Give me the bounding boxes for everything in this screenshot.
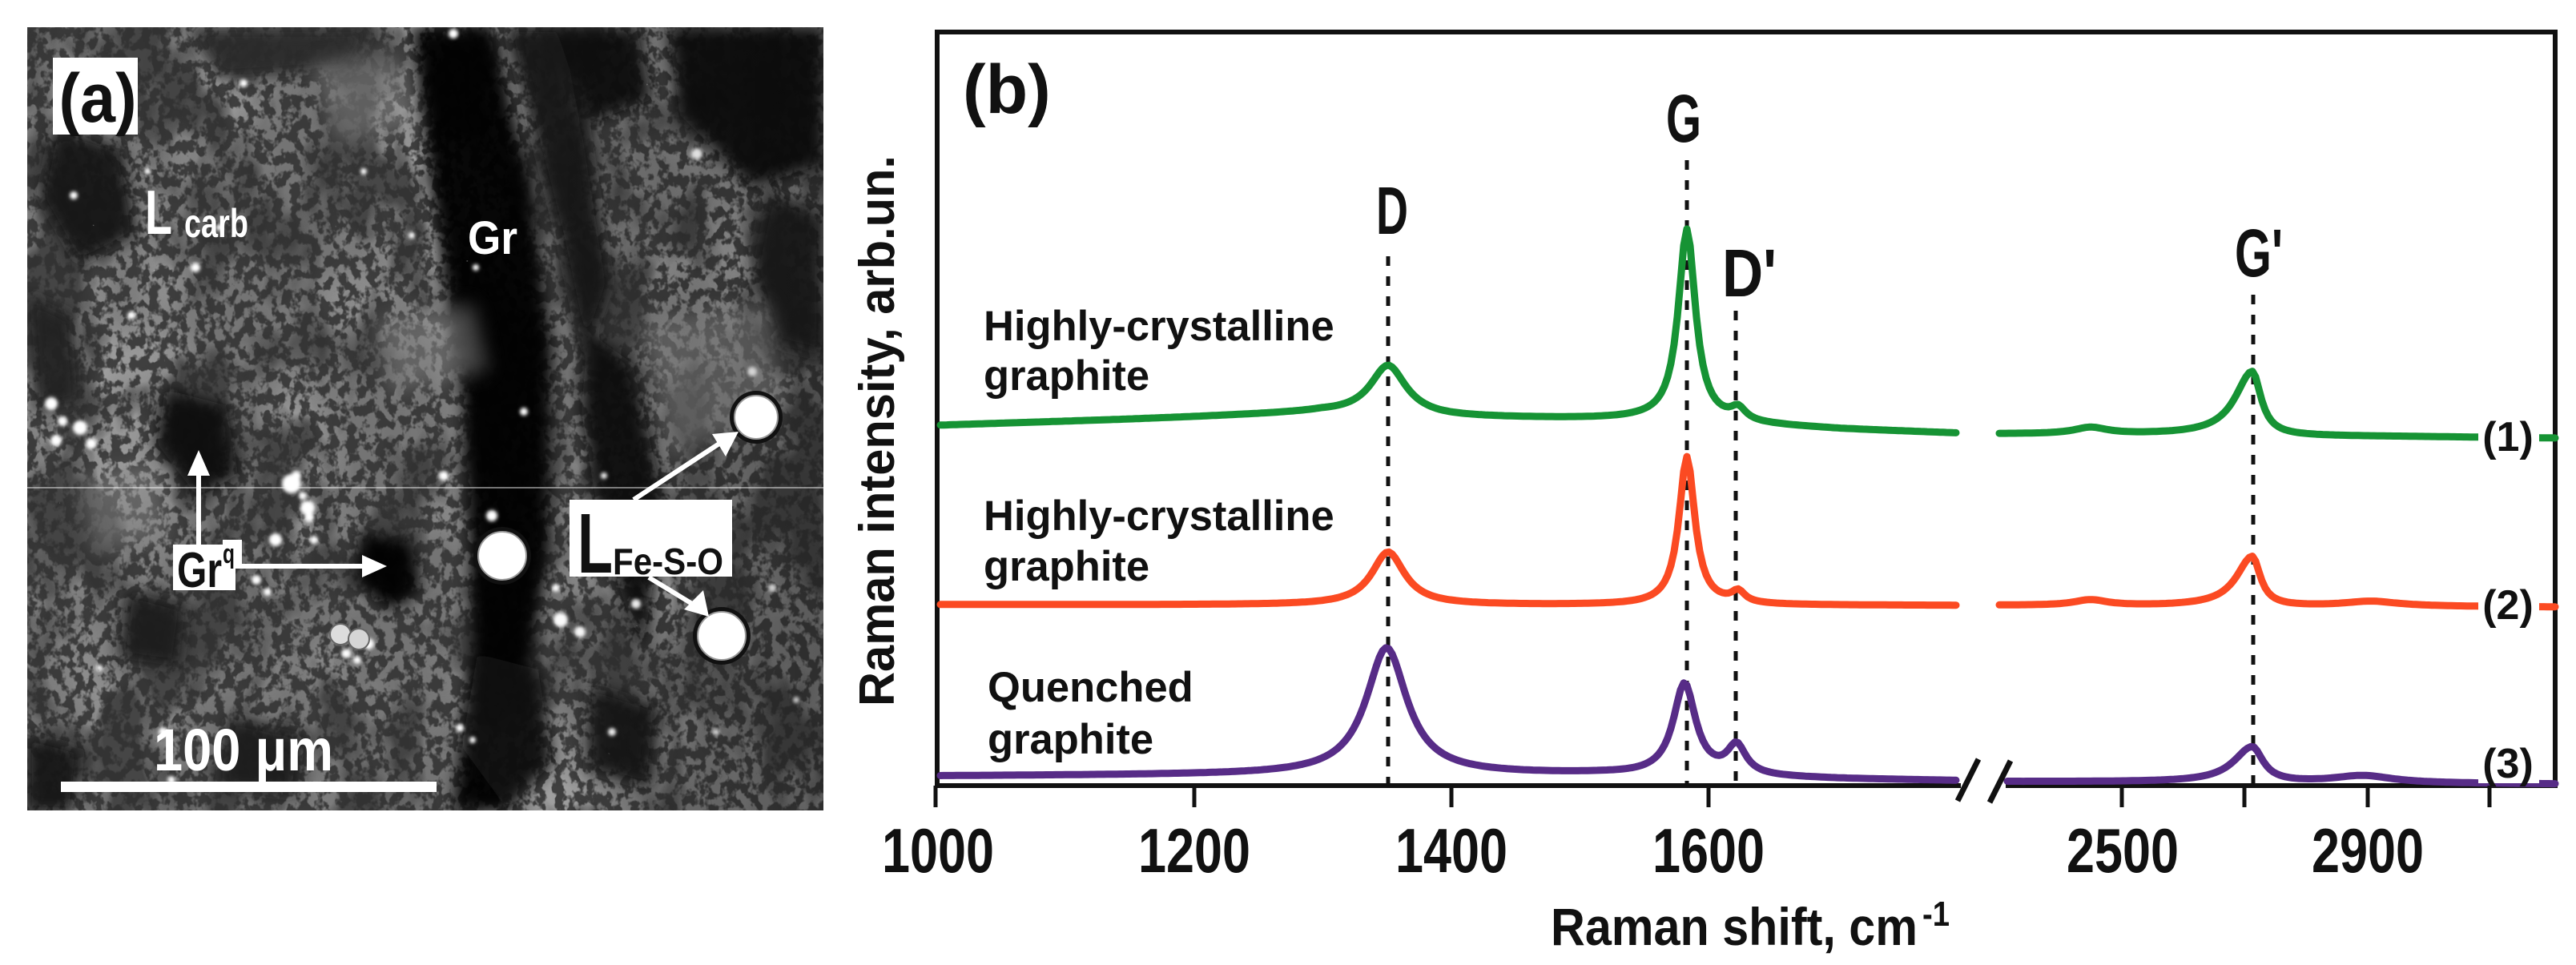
svg-text:G': G' <box>2235 215 2283 291</box>
svg-text:1000: 1000 <box>882 815 994 886</box>
svg-text:D: D <box>1376 173 1408 248</box>
svg-text:graphite: graphite <box>984 543 1149 590</box>
svg-text:(1): (1) <box>2482 414 2534 460</box>
svg-text:carb: carb <box>184 201 248 246</box>
svg-text:graphite: graphite <box>984 352 1149 400</box>
svg-text:Highly-crystalline: Highly-crystalline <box>984 493 1334 540</box>
svg-text:2900: 2900 <box>2312 815 2424 886</box>
svg-text:1400: 1400 <box>1395 815 1507 886</box>
svg-text:(2): (2) <box>2482 582 2534 629</box>
svg-text:1200: 1200 <box>1138 815 1250 886</box>
svg-text:Raman intensity, arb.un.: Raman intensity, arb.un. <box>850 155 905 706</box>
svg-text:q: q <box>223 539 235 569</box>
svg-text:D': D' <box>1722 235 1777 311</box>
svg-text:100 μm: 100 μm <box>154 717 333 783</box>
svg-text:G: G <box>1666 81 1701 156</box>
svg-text:2500: 2500 <box>2067 815 2179 886</box>
svg-text:graphite: graphite <box>988 716 1153 763</box>
svg-text:(3): (3) <box>2482 741 2534 787</box>
svg-text:(b): (b) <box>963 51 1051 128</box>
svg-text:L: L <box>145 177 172 247</box>
svg-text:1600: 1600 <box>1652 815 1765 886</box>
svg-text:Gr: Gr <box>177 543 222 598</box>
svg-text:(a): (a) <box>59 60 137 137</box>
svg-text:Quenched: Quenched <box>988 664 1193 711</box>
svg-text:Fe-S-O: Fe-S-O <box>613 541 723 582</box>
svg-text:Highly-crystalline: Highly-crystalline <box>984 303 1334 350</box>
svg-text:Gr: Gr <box>468 212 517 264</box>
svg-text:L: L <box>578 497 613 591</box>
svg-text:Raman shift, cm: Raman shift, cm <box>1551 897 1918 956</box>
svg-text:-1: -1 <box>1922 895 1950 934</box>
